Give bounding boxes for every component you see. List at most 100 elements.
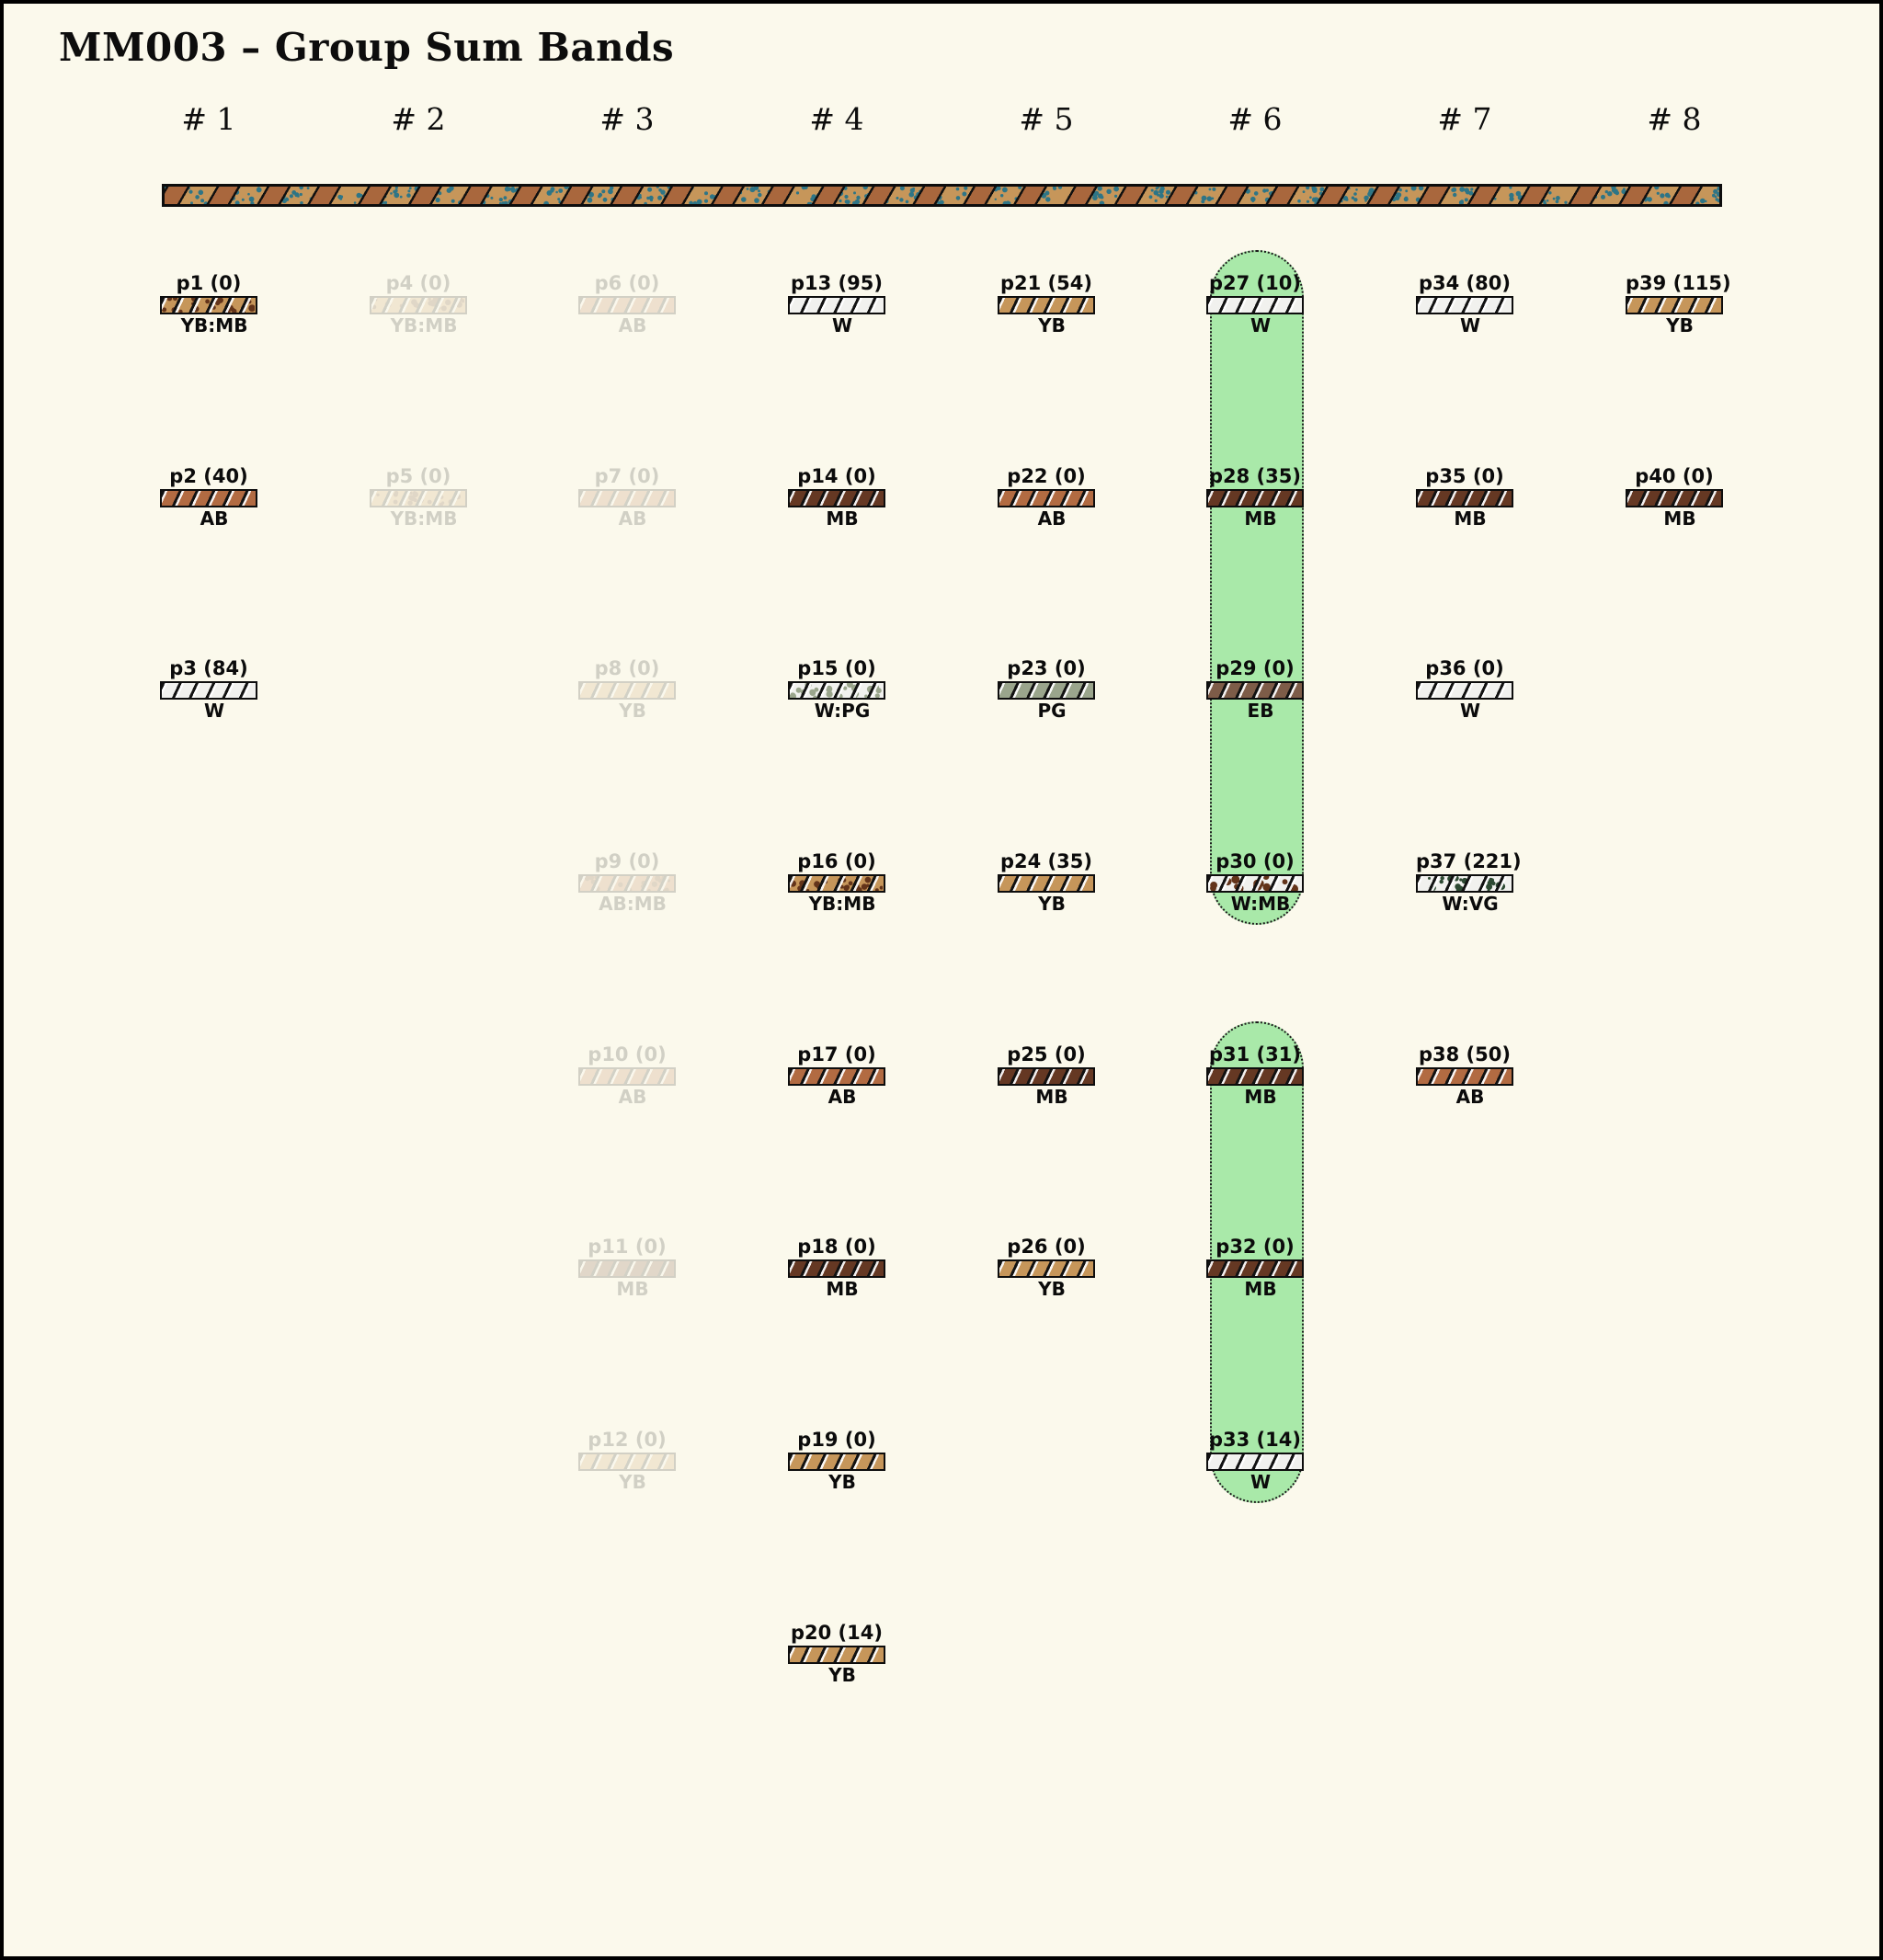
- stripe-texture: [162, 683, 256, 698]
- swatch-id: p8: [594, 657, 622, 679]
- swatch-label: p27 (10): [1208, 272, 1302, 294]
- swatch-id: p13: [790, 272, 832, 294]
- swatch-cell: p7 (0) AB: [578, 464, 676, 530]
- swatch-id: p12: [588, 1429, 629, 1451]
- swatch-id: p4: [385, 272, 414, 294]
- swatch-id: p34: [1418, 272, 1460, 294]
- swatch-cell: p37 (221) W:VG: [1416, 849, 1522, 916]
- swatch-id: p20: [790, 1622, 832, 1644]
- swatch-cell: p10 (0) AB: [578, 1043, 676, 1109]
- swatch-label: p35 (0): [1425, 465, 1504, 487]
- swatch-id: p17: [797, 1043, 839, 1065]
- swatch-value: 0: [637, 272, 651, 294]
- swatch-id: p23: [1007, 657, 1048, 679]
- stripe-texture: [790, 876, 884, 891]
- swatch-cell: p25 (0) MB: [998, 1043, 1095, 1109]
- swatch-band: [578, 874, 676, 893]
- stripe-texture: [1208, 683, 1302, 698]
- swatch-band: [788, 1067, 885, 1086]
- stripe-texture: [1208, 1261, 1302, 1276]
- swatch-value: 115: [1682, 272, 1723, 294]
- swatch-cell: p6 (0) AB: [578, 271, 676, 337]
- swatch-id: p22: [1007, 465, 1048, 487]
- swatch-id: p29: [1215, 657, 1257, 679]
- stripe-texture: [165, 187, 1719, 204]
- swatch-id: p15: [797, 657, 839, 679]
- swatch-cell: p5 (0) YB:MB: [370, 464, 467, 530]
- swatch-cell: p35 (0) MB: [1416, 464, 1513, 530]
- swatch-code: W:PG: [814, 700, 871, 722]
- swatch-band: [1416, 681, 1513, 700]
- swatch-label: p23 (0): [1007, 657, 1086, 679]
- swatch-label: p22 (0): [1007, 465, 1086, 487]
- swatch-code: MB: [1663, 507, 1696, 530]
- swatch-band: [1206, 296, 1304, 314]
- swatch-cell: p23 (0) PG: [998, 656, 1095, 723]
- page-title: MM003 – Group Sum Bands: [59, 25, 675, 70]
- swatch-code: MB: [1035, 1086, 1068, 1108]
- swatch-value: 31: [1265, 1043, 1293, 1065]
- stripe-texture: [999, 1261, 1093, 1276]
- swatch-label: p31 (31): [1208, 1043, 1302, 1065]
- swatch-band: [370, 489, 467, 507]
- swatch-band: [998, 874, 1095, 893]
- swatch-label: p9 (0): [594, 850, 660, 872]
- swatch-code: MB: [616, 1278, 649, 1300]
- column-header: # 5: [1019, 101, 1074, 137]
- swatch-cell: p22 (0) AB: [998, 464, 1095, 530]
- swatch-band: [1416, 489, 1513, 507]
- swatch-value: 0: [637, 657, 651, 679]
- swatch-band: [788, 1453, 885, 1471]
- swatch-code: AB: [1037, 507, 1067, 530]
- swatch-id: p28: [1208, 465, 1250, 487]
- swatch-band: [160, 489, 257, 507]
- swatch-code: MB: [1244, 1278, 1277, 1300]
- swatch-code: W: [1250, 314, 1272, 336]
- swatch-cell: p24 (35) YB: [998, 849, 1095, 916]
- swatch-id: p37: [1416, 850, 1457, 872]
- stripe-texture: [580, 876, 674, 891]
- swatch-value: 84: [211, 657, 240, 679]
- stripe-texture: [1208, 298, 1302, 313]
- swatch-label: p4 (0): [385, 272, 451, 294]
- column-header: # 6: [1227, 101, 1283, 137]
- swatch-label: p40 (0): [1635, 465, 1714, 487]
- swatch-id: p10: [588, 1043, 629, 1065]
- swatch-code: W:VG: [1442, 893, 1499, 915]
- swatch-id: p11: [588, 1236, 629, 1258]
- swatch-band: [1206, 1067, 1304, 1086]
- swatch-code: YB: [828, 1664, 856, 1686]
- swatch-code: AB: [827, 1086, 857, 1108]
- swatch-id: p39: [1626, 272, 1667, 294]
- swatch-cell: p14 (0) MB: [788, 464, 885, 530]
- swatch-code: YB: [1038, 893, 1066, 915]
- stripe-texture: [999, 298, 1093, 313]
- speckle-texture: [580, 876, 670, 891]
- swatch-value: 0: [428, 465, 442, 487]
- swatch-value: 0: [1272, 657, 1286, 679]
- swatch-cell: p27 (10) W: [1206, 271, 1304, 337]
- swatch-value: 0: [1691, 465, 1706, 487]
- swatch-label: p13 (95): [790, 272, 884, 294]
- swatch-band: [1206, 1259, 1304, 1278]
- swatch-code: W: [1459, 314, 1481, 336]
- swatch-label: p11 (0): [588, 1236, 667, 1258]
- swatch-value: 35: [1265, 465, 1293, 487]
- swatch-label: p12 (0): [588, 1429, 667, 1451]
- swatch-value: 0: [644, 1043, 658, 1065]
- stripe-texture: [1418, 1069, 1512, 1084]
- swatch-code: YB:MB: [180, 314, 248, 336]
- swatch-band: [1626, 296, 1723, 314]
- stripe-texture: [999, 1069, 1093, 1084]
- stripe-texture: [1208, 876, 1302, 891]
- swatch-label: p7 (0): [594, 465, 660, 487]
- swatch-cell: p17 (0) AB: [788, 1043, 885, 1109]
- swatch-band: [1416, 296, 1513, 314]
- stripe-texture: [1627, 298, 1721, 313]
- swatch-code: MB: [826, 507, 859, 530]
- speckle-texture: [371, 298, 464, 312]
- stripe-texture: [790, 491, 884, 506]
- swatch-label: p17 (0): [797, 1043, 876, 1065]
- swatch-id: p33: [1208, 1429, 1250, 1451]
- swatch-id: p40: [1635, 465, 1676, 487]
